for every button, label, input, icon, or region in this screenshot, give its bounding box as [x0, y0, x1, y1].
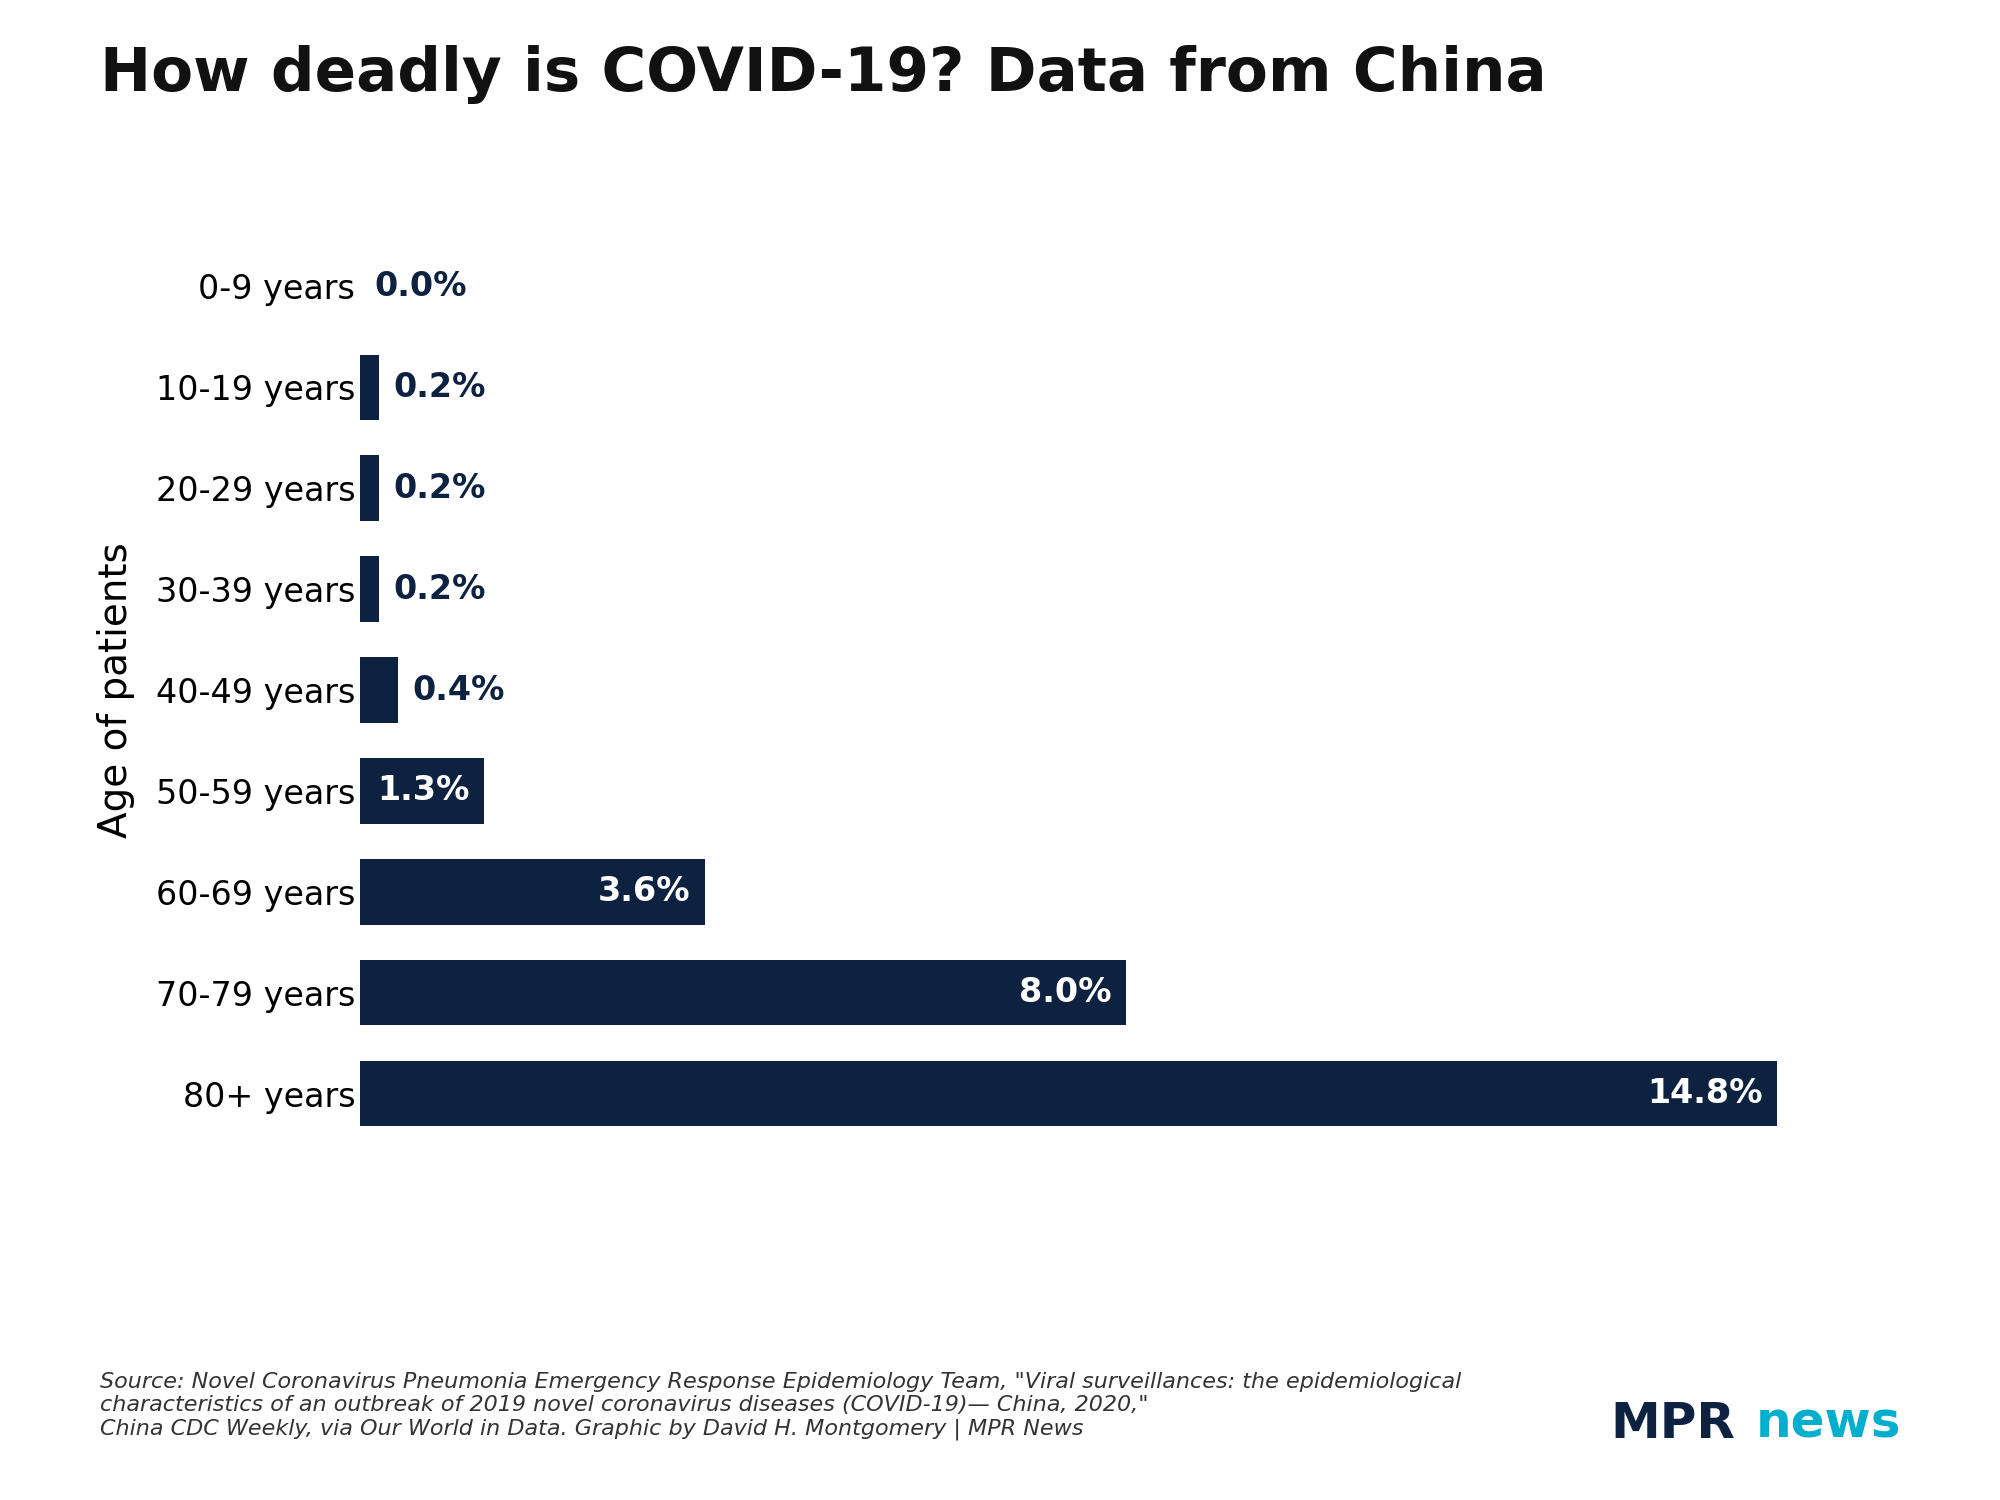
Text: 0.2%: 0.2%	[394, 471, 486, 504]
Text: news: news	[1756, 1400, 1902, 1447]
Text: How deadly is COVID-19? Data from China: How deadly is COVID-19? Data from China	[100, 45, 1546, 104]
Bar	[360, 354, 380, 420]
Text: 0.0%: 0.0%	[374, 270, 466, 303]
Text: MPR: MPR	[1610, 1400, 1734, 1447]
Bar	[360, 960, 1126, 1026]
Y-axis label: Age of patients: Age of patients	[96, 542, 134, 839]
Text: 0.2%: 0.2%	[394, 573, 486, 606]
Text: 8.0%: 8.0%	[1020, 976, 1112, 1010]
Text: 3.6%: 3.6%	[598, 876, 690, 909]
Bar	[360, 1060, 1778, 1126]
Bar	[360, 456, 380, 520]
Bar	[360, 758, 484, 824]
Text: 1.3%: 1.3%	[378, 774, 470, 807]
Bar	[360, 657, 398, 723]
Bar	[360, 556, 380, 622]
Bar	[360, 859, 704, 924]
Text: 14.8%: 14.8%	[1648, 1077, 1762, 1110]
Text: 0.2%: 0.2%	[394, 370, 486, 404]
Text: 0.4%: 0.4%	[412, 674, 506, 706]
Text: Source: Novel Coronavirus Pneumonia Emergency Response Epidemiology Team, "Viral: Source: Novel Coronavirus Pneumonia Emer…	[100, 1372, 1462, 1440]
